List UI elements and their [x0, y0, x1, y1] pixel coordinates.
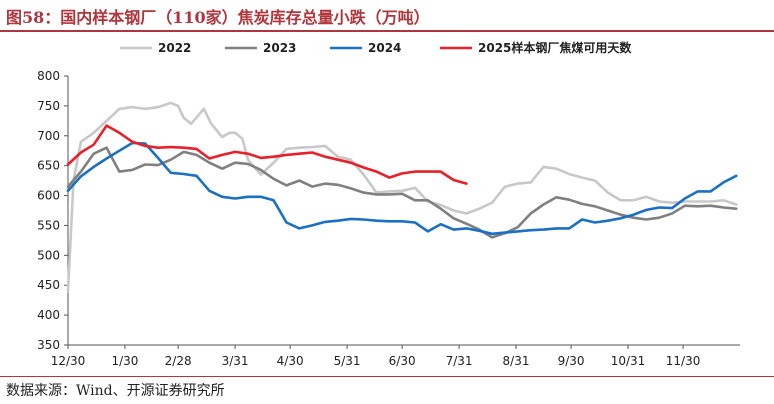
x-tick-label: 12/30 [51, 354, 86, 368]
legend-label-4: 2025样本钢厂焦煤可用天数 [478, 40, 632, 55]
legend-label-3: 2024 [368, 41, 401, 55]
x-tick-label: 11/30 [666, 354, 701, 368]
x-tick-label: 7/31 [446, 354, 473, 368]
x-tick-label: 3/31 [222, 354, 249, 368]
y-tick-label: 550 [37, 218, 60, 232]
series-line-3 [66, 141, 738, 236]
y-tick-label: 600 [37, 189, 60, 203]
x-tick-label: 6/30 [389, 354, 416, 368]
y-tick-label: 400 [37, 308, 60, 322]
y-tick-label: 650 [37, 159, 60, 173]
legend-label-1: 2022 [158, 41, 191, 55]
y-tick-label: 700 [37, 129, 60, 143]
y-tick-label: 750 [37, 99, 60, 113]
series-line-1 [66, 101, 738, 293]
series-line-2 [66, 146, 738, 239]
y-tick-label: 450 [37, 278, 60, 292]
x-tick-label: 10/31 [611, 354, 646, 368]
line-chart: 350 400 450 500 550 600 650 700 750 800 12/30 1/30 2… [37, 40, 740, 368]
source-note: 数据来源：Wind、开源证券研究所 [6, 383, 225, 399]
x-tick-label: 1/30 [111, 354, 138, 368]
x-tick-label: 5/31 [334, 354, 361, 368]
x-tick-label: 8/31 [503, 354, 530, 368]
x-tick-label: 2/28 [165, 354, 192, 368]
chart-title: 图58：国内样本钢厂（110家）焦炭库存总量小跌（万吨） [6, 8, 430, 27]
series-group [66, 101, 738, 293]
legend: 2022 2023 2024 2025样本钢厂焦煤可用天数 [120, 40, 632, 55]
x-tick-label: 9/30 [558, 354, 585, 368]
y-tick-label: 500 [37, 248, 60, 262]
title-divider [0, 30, 774, 32]
y-tick-label: 800 [37, 69, 60, 83]
x-tick-label: 4/30 [277, 354, 304, 368]
series-line-4 [66, 124, 468, 185]
axes: 350 400 450 500 550 600 650 700 750 800 12/30 1/30 2… [37, 69, 740, 368]
footer-divider [0, 376, 774, 377]
legend-label-2: 2023 [263, 41, 296, 55]
y-tick-label: 350 [37, 338, 60, 352]
